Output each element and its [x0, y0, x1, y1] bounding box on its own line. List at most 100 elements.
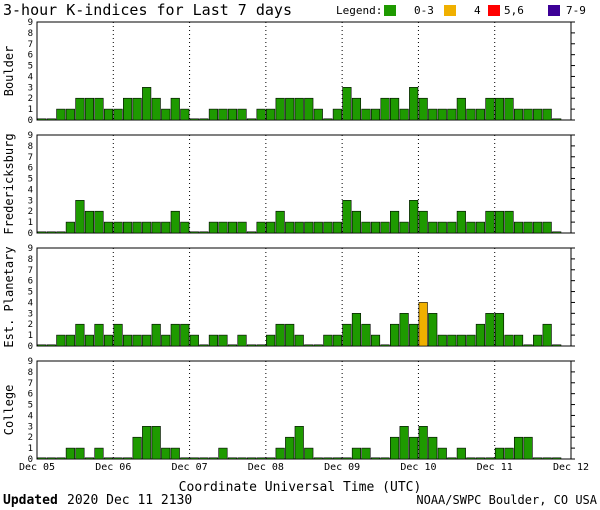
y-tick-label: 3 [28, 196, 33, 206]
k-index-bar [56, 108, 66, 121]
k-index-bar [275, 447, 285, 460]
k-index-bar [447, 334, 457, 347]
k-index-bar [227, 344, 238, 347]
updated-value: 2020 Dec 11 2130 [67, 493, 192, 508]
panel-frame [36, 134, 572, 234]
k-index-bar [237, 108, 247, 121]
legend: 0-3 4 5,6 7-9 [384, 4, 586, 17]
x-tick-label: Dec 11 [477, 462, 513, 473]
y-tick-label: 6 [28, 277, 33, 287]
y-tick-label: 6 [28, 390, 33, 400]
k-index-bar [523, 108, 533, 121]
y-tick-label: 1 [28, 105, 33, 115]
k-index-bar [180, 457, 190, 460]
k-index-bar [103, 334, 114, 347]
k-index-bar [189, 334, 199, 347]
y-tick-label: 0 [28, 116, 33, 126]
y-tick-label: 3 [28, 309, 33, 319]
k-index-bar [266, 334, 276, 347]
k-index-bar [246, 457, 257, 460]
y-tick-label: 8 [28, 29, 33, 39]
k-index-bar [123, 97, 133, 121]
k-index-bar [103, 221, 114, 234]
k-index-bar [227, 108, 238, 121]
k-index-bar [542, 323, 552, 347]
panels: 0123456789Boulder0123456789Fredericksbur… [2, 18, 575, 465]
y-tick-label: 4 [28, 298, 33, 308]
k-index-bar [351, 97, 362, 121]
y-tick-label: 7 [28, 266, 33, 276]
k-index-bar [513, 221, 524, 234]
k-index-bar [380, 344, 390, 347]
k-index-bar [494, 210, 505, 234]
k-index-bar [170, 210, 180, 234]
k-index-bar [46, 118, 56, 121]
k-index-bar [504, 97, 514, 121]
k-index-bar [533, 334, 543, 347]
y-tick-label: 1 [28, 444, 33, 454]
k-index-bar [151, 97, 161, 121]
k-index-bar [342, 457, 352, 460]
k-index-bar [218, 447, 228, 460]
x-axis-label: Coordinate Universal Time (UTC) [179, 480, 422, 495]
k-index-bar [208, 221, 218, 234]
k-index-bar [294, 426, 304, 460]
k-index-bar [351, 447, 362, 460]
x-tick-label: Dec 09 [324, 462, 360, 473]
k-index-bar [132, 334, 142, 347]
y-tick-label: 9 [28, 18, 33, 28]
k-index-bar [113, 108, 123, 121]
x-tick-label: Dec 08 [248, 462, 284, 473]
k-index-bar [399, 313, 409, 347]
k-index-bar [199, 344, 209, 347]
k-index-bar [475, 323, 485, 347]
k-index-bar [275, 210, 285, 234]
k-index-bar [332, 221, 342, 234]
k-index-bar [275, 97, 285, 121]
k-index-bar [485, 210, 495, 234]
k-index-bar [351, 313, 362, 347]
k-index-bar [323, 334, 333, 347]
k-index-bar [523, 344, 533, 347]
k-index-bar [437, 447, 447, 460]
k-index-bar [552, 344, 562, 347]
k-index-bar [246, 344, 257, 347]
legend-swatch-0-3 [384, 5, 396, 16]
k-index-bar [94, 447, 104, 460]
k-index-bar [494, 313, 505, 347]
k-index-bar [504, 447, 514, 460]
k-index-bar [37, 457, 47, 460]
k-index-bar [132, 221, 142, 234]
k-index-bar [542, 108, 552, 121]
k-index-bar [504, 334, 514, 347]
k-index-bar [542, 221, 552, 234]
y-tick-label: 9 [28, 357, 33, 367]
legend-swatch-5-6 [488, 5, 500, 16]
k-index-bar [75, 447, 85, 460]
k-index-bar [294, 97, 304, 121]
k-index-bar [132, 436, 142, 460]
k-index-bar [485, 97, 495, 121]
k-index-bar [485, 313, 495, 347]
y-tick-label: 2 [28, 433, 33, 443]
k-index-bar [170, 323, 180, 347]
k-index-bar [208, 334, 218, 347]
legend-swatch-7-9 [548, 5, 560, 16]
y-tick-label: 8 [28, 255, 33, 265]
k-index-bar [123, 457, 133, 460]
k-index-bar [285, 221, 295, 234]
k-index-bar [494, 447, 505, 460]
k-index-bar [332, 334, 342, 347]
k-index-bar [323, 118, 333, 121]
k-index-bar [151, 426, 161, 460]
series-label-college: College [2, 385, 16, 436]
k-index-bar [113, 323, 123, 347]
series-label-fredericksburg: Fredericksburg [2, 133, 16, 234]
y-tick-label: 2 [28, 94, 33, 104]
k-index-bar [399, 221, 409, 234]
k-index-bar [75, 323, 85, 347]
k-index-bar [313, 108, 323, 121]
k-index-bar [466, 108, 476, 121]
k-index-bar [170, 97, 180, 121]
